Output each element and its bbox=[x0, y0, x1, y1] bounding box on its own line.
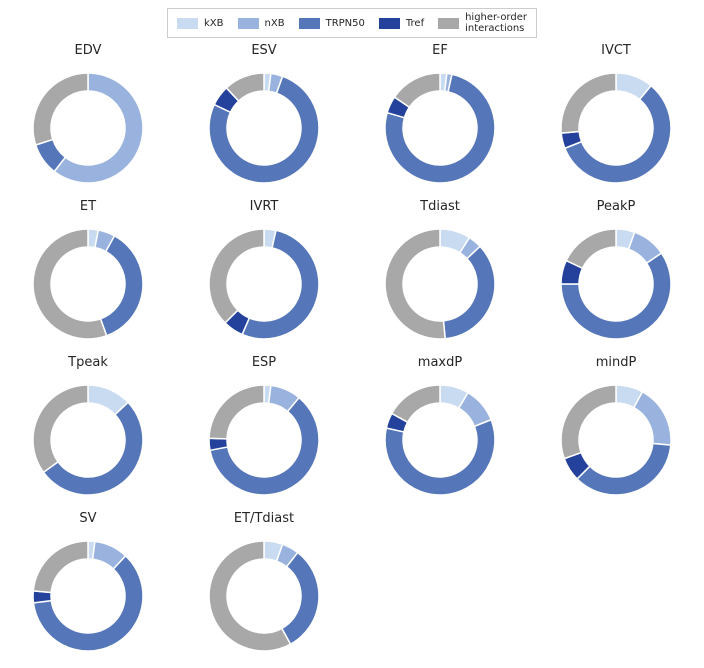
chart-title: ET bbox=[79, 199, 97, 214]
chart-title: maxdP bbox=[417, 355, 463, 370]
chart-cell-maxdp: maxdP bbox=[352, 350, 528, 506]
legend-item: nXB bbox=[237, 17, 285, 29]
donut-slice-trpn50 bbox=[442, 245, 496, 340]
chart-title: IVCT bbox=[601, 43, 631, 58]
legend-label: TRPN50 bbox=[325, 17, 365, 29]
donut-slice-higher-order-interactions bbox=[225, 72, 265, 102]
donut-slice-trpn50 bbox=[576, 442, 672, 496]
chart-title: SV bbox=[79, 511, 97, 526]
donut-chart bbox=[208, 228, 320, 340]
donut-slice-higher-order-interactions bbox=[32, 228, 108, 340]
chart-title: IVRT bbox=[249, 199, 279, 214]
donut-chart bbox=[208, 72, 320, 184]
donut-slice-higher-order-interactions bbox=[32, 384, 89, 474]
chart-cell-ef: EF bbox=[352, 38, 528, 194]
donut-chart bbox=[32, 72, 144, 184]
donut-slice-higher-order-interactions bbox=[565, 228, 617, 269]
chart-cell-esv: ESV bbox=[176, 38, 352, 194]
legend-label: higher-order interactions bbox=[465, 12, 527, 34]
donut-chart bbox=[384, 72, 496, 184]
legend-swatch-icon bbox=[237, 17, 259, 29]
legend-swatch-icon bbox=[177, 17, 199, 29]
donut-chart bbox=[32, 540, 144, 652]
donut-slice-trpn50 bbox=[384, 73, 496, 184]
donut-slice-trpn50 bbox=[99, 235, 144, 337]
chart-title: Tpeak bbox=[68, 355, 108, 370]
chart-cell-peakp: PeakP bbox=[528, 194, 704, 350]
chart-cell-et: ET bbox=[0, 194, 176, 350]
donut-chart bbox=[32, 228, 144, 340]
chart-cell-ivrt: IVRT bbox=[176, 194, 352, 350]
donut-slice-nxb bbox=[633, 391, 672, 446]
chart-title: ESP bbox=[251, 355, 277, 370]
chart-cell-et-tdiast: ET/Tdiast bbox=[176, 506, 352, 662]
legend-item: kXB bbox=[177, 17, 224, 29]
donut-chart bbox=[560, 228, 672, 340]
chart-cell-esp: ESP bbox=[176, 350, 352, 506]
donut-slice-higher-order-interactions bbox=[393, 72, 441, 108]
donut-chart bbox=[32, 384, 144, 496]
donut-chart bbox=[208, 540, 320, 652]
legend-item: Tref bbox=[378, 17, 425, 29]
donut-slice-trpn50 bbox=[42, 401, 144, 496]
legend: kXB nXB TRPN50 Tref higher-order interaction… bbox=[167, 8, 537, 38]
legend-label: kXB bbox=[204, 17, 224, 29]
donut-slice-higher-order-interactions bbox=[208, 384, 265, 440]
chart-title: EDV bbox=[74, 43, 102, 58]
donut-chart bbox=[560, 72, 672, 184]
donut-slice-trpn50 bbox=[564, 84, 672, 184]
legend-item: higher-order interactions bbox=[438, 12, 527, 34]
donut-slice-higher-order-interactions bbox=[208, 540, 292, 652]
donut-slice-higher-order-interactions bbox=[208, 228, 265, 324]
donut-slice-higher-order-interactions bbox=[32, 72, 89, 146]
donut-chart bbox=[384, 384, 496, 496]
chart-cell-tdiast: Tdiast bbox=[352, 194, 528, 350]
donut-chart bbox=[384, 228, 496, 340]
legend-item: TRPN50 bbox=[298, 17, 365, 29]
legend-swatch-icon bbox=[438, 17, 460, 29]
chart-title: ET/Tdiast bbox=[233, 511, 295, 526]
chart-cell-edv: EDV bbox=[0, 38, 176, 194]
donut-slice-higher-order-interactions bbox=[32, 540, 89, 594]
donut-slice-trpn50 bbox=[560, 252, 672, 340]
chart-cell-mindp: mindP bbox=[528, 350, 704, 506]
donut-slice-trpn50 bbox=[32, 555, 144, 652]
donut-slice-trpn50 bbox=[281, 551, 320, 645]
legend-swatch-icon bbox=[378, 17, 400, 29]
charts-grid: EDV ESV EF IVCT ET IVRT Tdiast PeakP Tpeak ESP max… bbox=[0, 38, 704, 662]
donut-slice-higher-order-interactions bbox=[391, 384, 441, 423]
chart-title: PeakP bbox=[596, 199, 636, 214]
chart-title: ESV bbox=[251, 43, 277, 58]
donut-chart bbox=[208, 384, 320, 496]
chart-title: mindP bbox=[595, 355, 637, 370]
donut-slice-higher-order-interactions bbox=[560, 72, 617, 134]
donut-slice-trpn50 bbox=[208, 75, 320, 184]
chart-title: Tdiast bbox=[420, 199, 460, 214]
legend-label: nXB bbox=[264, 17, 285, 29]
chart-cell-ivct: IVCT bbox=[528, 38, 704, 194]
donut-chart bbox=[560, 384, 672, 496]
donut-slice-higher-order-interactions bbox=[384, 228, 446, 340]
donut-slice-trpn50 bbox=[241, 229, 320, 340]
donut-slice-nxb bbox=[53, 72, 144, 184]
chart-title: EF bbox=[432, 43, 448, 58]
chart-cell-tpeak: Tpeak bbox=[0, 350, 176, 506]
donut-slice-higher-order-interactions bbox=[560, 384, 617, 460]
donut-slice-trpn50 bbox=[384, 419, 496, 496]
legend-swatch-icon bbox=[298, 17, 320, 29]
chart-cell-sv: SV bbox=[0, 506, 176, 662]
donut-slice-trpn50 bbox=[209, 396, 320, 496]
legend-label: Tref bbox=[405, 17, 425, 29]
